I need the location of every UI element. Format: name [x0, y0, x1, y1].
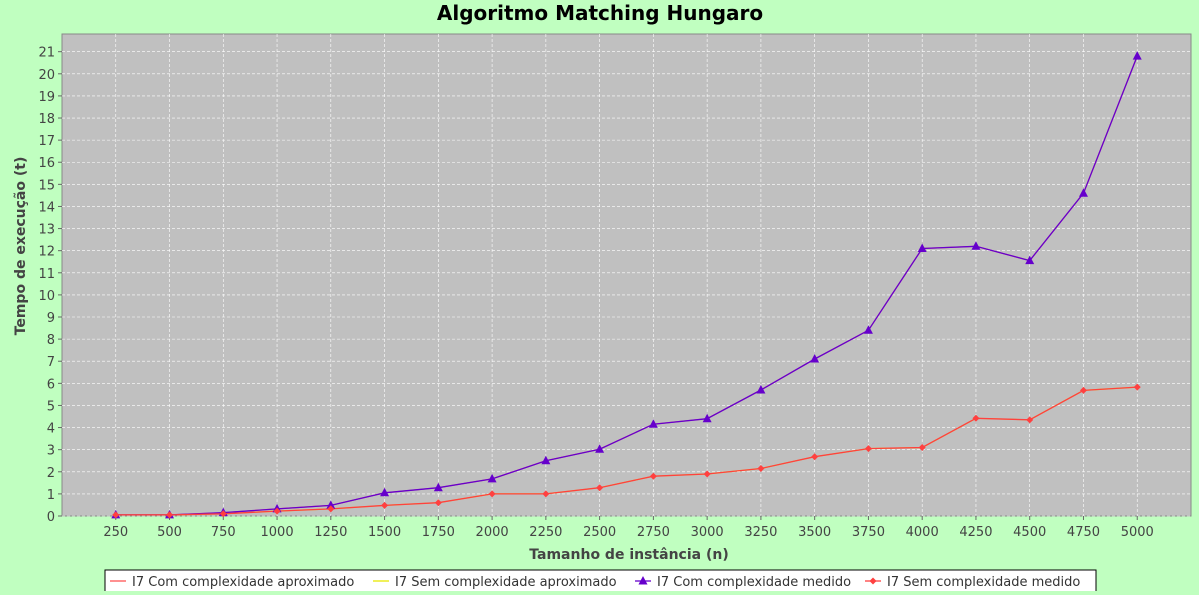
data-point-triangle	[863, 325, 873, 334]
legend-entry: I7 Sem complexidade aproximado	[395, 575, 617, 590]
data-point-diamond	[757, 464, 765, 472]
x-tick-label: 1500	[368, 525, 401, 540]
series-markers	[111, 51, 1142, 519]
data-point-diamond	[918, 443, 926, 451]
x-axis: 250 500 750 1000 1250 1500 1750 2000 2250 2500 275…	[103, 516, 1154, 540]
legend-entry: I7 Com complexidade aproximado	[132, 575, 354, 590]
y-tick-label: 7	[47, 355, 55, 370]
data-point-diamond	[596, 484, 604, 492]
x-tick-label: 2000	[476, 525, 509, 540]
y-tick-label: 20	[38, 68, 55, 83]
data-point-diamond	[327, 505, 335, 513]
y-tick-label: 21	[38, 46, 55, 61]
data-point-diamond	[864, 445, 872, 453]
x-tick-label: 4250	[959, 525, 992, 540]
data-point-triangle	[756, 384, 766, 394]
y-tick-label: 18	[38, 112, 55, 127]
data-point-triangle	[487, 473, 497, 483]
y-tick-label: 5	[47, 399, 55, 414]
y-tick-label: 14	[38, 200, 55, 215]
y-tick-label: 10	[38, 289, 55, 304]
y-tick-label: 0	[47, 510, 55, 525]
y-axis-label: Tempo de execução (t)	[13, 157, 29, 336]
data-point-diamond	[703, 470, 711, 478]
x-tick-label: 3750	[852, 525, 885, 540]
series-line-2	[115, 55, 1138, 516]
series-lines	[115, 55, 1138, 516]
data-point-triangle	[1025, 255, 1035, 265]
x-tick-label: 250	[103, 525, 128, 540]
x-tick-label: 1000	[261, 525, 294, 540]
y-tick-label: 12	[38, 245, 55, 260]
data-point-diamond	[649, 472, 657, 480]
y-tick-label: 17	[38, 134, 55, 149]
y-tick-label: 11	[38, 267, 55, 282]
data-point-triangle	[595, 444, 605, 453]
data-point-diamond	[488, 490, 496, 498]
data-point-triangle	[810, 354, 820, 363]
y-tick-label: 9	[47, 311, 55, 326]
data-point-diamond	[166, 511, 174, 519]
legend-entry: I7 Com complexidade medido	[657, 575, 851, 590]
x-tick-label: 3000	[691, 525, 724, 540]
data-point-triangle	[380, 487, 390, 497]
x-tick-label: 1750	[422, 525, 455, 540]
x-tick-label: 500	[157, 525, 182, 540]
x-tick-label: 4500	[1013, 525, 1046, 540]
data-point-triangle	[326, 500, 336, 509]
y-tick-label: 1	[47, 488, 55, 503]
y-tick-label: 8	[47, 333, 55, 348]
legend-marker-triangle	[638, 576, 648, 585]
data-point-triangle	[433, 482, 443, 492]
legend: I7 Com complexidade aproximado I7 Sem com…	[104, 569, 1097, 593]
data-point-triangle	[648, 419, 658, 428]
chart-title: Algoritmo Matching Hungaro	[437, 1, 763, 25]
legend-entry: I7 Sem complexidade medido	[887, 575, 1080, 590]
data-point-triangle	[702, 413, 712, 423]
data-point-triangle	[971, 241, 981, 250]
y-tick-label: 3	[47, 444, 55, 459]
data-point-triangle	[1132, 51, 1142, 60]
x-tick-label: 2750	[637, 525, 670, 540]
data-point-diamond	[811, 453, 819, 461]
x-tick-label: 4000	[906, 525, 939, 540]
data-point-diamond	[1079, 386, 1087, 394]
data-point-diamond	[972, 414, 980, 422]
x-axis-label: Tamanho de instância (n)	[529, 547, 728, 563]
data-point-diamond	[219, 510, 227, 518]
y-tick-label: 13	[38, 223, 55, 238]
data-point-diamond	[381, 501, 389, 509]
y-tick-label: 15	[38, 178, 55, 193]
series-line-3	[115, 386, 1138, 516]
data-point-diamond	[1133, 383, 1141, 391]
data-point-triangle	[1078, 188, 1088, 197]
y-tick-label: 4	[47, 422, 55, 437]
x-tick-label: 3250	[744, 525, 777, 540]
data-point-diamond	[112, 511, 120, 519]
data-point-diamond	[1026, 416, 1034, 424]
x-tick-label: 1250	[314, 525, 347, 540]
x-tick-label: 750	[211, 525, 236, 540]
data-point-diamond	[273, 507, 281, 515]
x-tick-label: 2250	[529, 525, 562, 540]
y-tick-label: 19	[38, 90, 55, 105]
y-tick-label: 2	[47, 466, 55, 481]
data-point-triangle	[917, 243, 927, 252]
x-tick-label: 3500	[798, 525, 831, 540]
legend-marker-diamond	[869, 577, 877, 585]
data-point-diamond	[434, 499, 442, 507]
grid-lines	[62, 34, 1191, 517]
x-tick-label: 5000	[1121, 525, 1154, 540]
plot-area	[61, 33, 1192, 517]
x-tick-label: 4750	[1067, 525, 1100, 540]
x-tick-label: 2500	[583, 525, 616, 540]
y-tick-label: 16	[38, 156, 55, 171]
y-tick-label: 6	[47, 377, 55, 392]
data-point-diamond	[542, 490, 550, 498]
data-point-triangle	[541, 455, 551, 465]
